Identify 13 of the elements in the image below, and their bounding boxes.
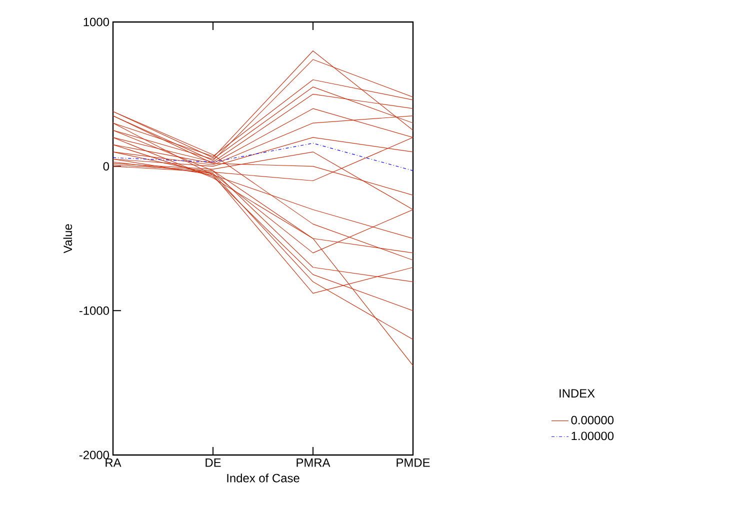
x-tick-label: PMDE [396,458,430,467]
legend-title: INDEX [560,389,595,398]
x-axis-title: Index of Case [227,474,300,482]
legend-label: 1.00000 [572,432,614,440]
y-tick-label: -2000 [79,450,110,460]
y-tick-label: 0 [103,162,110,171]
x-tick-label: DE [206,458,221,467]
x-tick-label: RA [106,458,122,467]
y-tick-label: 1000 [84,18,110,26]
y-axis-title: Value [63,224,72,254]
x-tick-label: PMRA [296,458,330,467]
legend-label: 0.00000 [571,416,614,424]
y-tick-label: -1000 [79,306,110,315]
